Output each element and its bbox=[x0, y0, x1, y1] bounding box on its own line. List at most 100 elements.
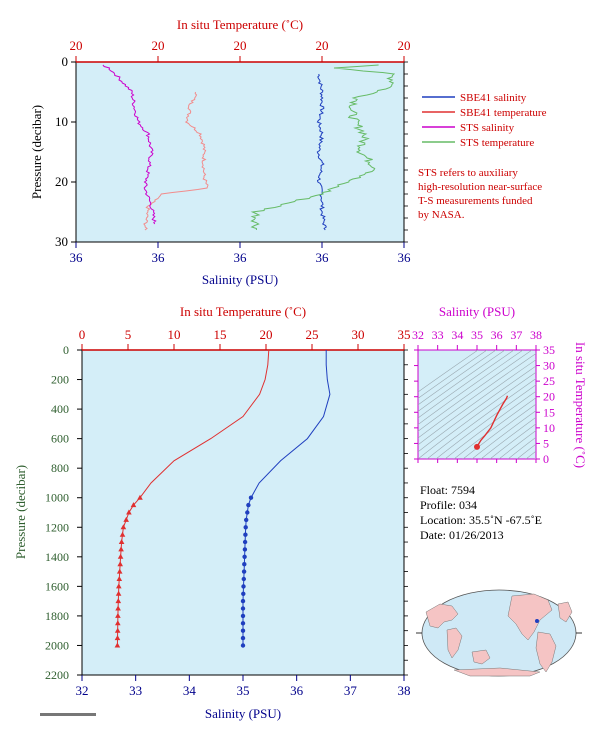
legend-label-sbe41-salinity: SBE41 salinity bbox=[460, 92, 527, 104]
ts-density-contour bbox=[418, 350, 524, 425]
salinity-marker bbox=[246, 502, 251, 508]
full-depth-top-tick-label: 5 bbox=[125, 327, 132, 342]
temperature-marker bbox=[114, 642, 121, 648]
near-surface-bottom-tick-label: 36 bbox=[398, 250, 412, 265]
ts-density-contour bbox=[516, 443, 536, 459]
salinity-marker bbox=[240, 635, 246, 641]
salinity-marker bbox=[243, 525, 248, 530]
salinity-marker bbox=[243, 532, 248, 537]
full-depth-bottom-tick-label: 37 bbox=[344, 683, 358, 698]
temperature-marker bbox=[115, 605, 121, 611]
sts-note: STS refers to auxiliary high-resolution … bbox=[418, 167, 542, 221]
salinity-marker bbox=[242, 554, 247, 559]
full-depth-y-tick-label: 1400 bbox=[45, 550, 69, 564]
full-depth-series bbox=[114, 349, 331, 648]
full-depth-y-tick-label: 1800 bbox=[45, 609, 69, 623]
full-depth-y-tick-label: 1600 bbox=[45, 579, 69, 593]
ts-right-axis-label: In situ Temperature (˚C) bbox=[573, 342, 588, 468]
full-depth-y-axis-label: Pressure (decibar) bbox=[13, 465, 28, 559]
world-map-ocean bbox=[421, 589, 577, 677]
ts-top-tick-label: 33 bbox=[432, 328, 444, 342]
sts-note-line: by NASA. bbox=[418, 209, 465, 221]
salinity-marker bbox=[242, 547, 248, 552]
near-surface-y-tick-label: 10 bbox=[55, 114, 68, 129]
salinity-marker bbox=[240, 598, 246, 604]
salinity-marker bbox=[240, 606, 246, 611]
salinity-marker bbox=[241, 584, 246, 589]
world-map-land bbox=[446, 627, 463, 659]
ts-plot-area bbox=[417, 349, 537, 460]
temperature-marker bbox=[115, 598, 122, 604]
salinity-marker bbox=[240, 628, 246, 633]
salinity-marker bbox=[244, 517, 249, 523]
full-depth-y-ticks: 0 200 400 600 800 1000 1200 1400 1600 1800 2000 220… bbox=[45, 343, 408, 682]
ts-top-tick-label: 32 bbox=[412, 328, 424, 342]
full-depth-y-tick-label: 2000 bbox=[45, 638, 69, 652]
ts-density-contour bbox=[418, 365, 536, 453]
ts-density-contour bbox=[418, 359, 536, 446]
legend-label-sts-temperature: STS temperature bbox=[460, 137, 534, 149]
full-depth-top-tick-label: 20 bbox=[260, 327, 273, 342]
salinity-marker bbox=[240, 613, 246, 619]
full-depth-bottom-tick-label: 32 bbox=[76, 683, 89, 698]
legend-label-sbe41-temperature: SBE41 temperature bbox=[460, 107, 547, 119]
legend-item-sbe41-salinity: SBE41 salinity bbox=[422, 92, 527, 104]
profile-number: Profile: 034 bbox=[420, 498, 477, 512]
near-surface-bottom-tick-label: 36 bbox=[316, 250, 330, 265]
ts-right-tick-label: 25 bbox=[543, 374, 555, 388]
full-depth-top-tick-label: 25 bbox=[306, 327, 319, 342]
profile-date: Date: 01/26/2013 bbox=[420, 528, 504, 542]
salinity-marker bbox=[240, 621, 246, 626]
temperature-marker bbox=[123, 516, 129, 522]
full-depth-bottom-axis-label: Salinity (PSU) bbox=[205, 706, 281, 721]
near-surface-bottom-tick-label: 36 bbox=[152, 250, 166, 265]
ts-density-contour bbox=[453, 397, 536, 459]
temperature-marker bbox=[117, 553, 124, 559]
salinity-marker bbox=[245, 510, 250, 515]
temperature-marker bbox=[118, 539, 125, 544]
legend-item-sbe41-temperature: SBE41 temperature bbox=[422, 107, 547, 119]
ts-density-contour bbox=[418, 350, 533, 432]
world-map bbox=[416, 589, 582, 677]
full-depth-y-tick-label: 2200 bbox=[45, 668, 69, 682]
full-depth-y-tick-label: 0 bbox=[63, 343, 69, 357]
near-surface-top-tick-label: 20 bbox=[70, 38, 83, 53]
near-surface-y-tick-label: 30 bbox=[55, 234, 68, 249]
ts-density-contour bbox=[471, 410, 536, 459]
full-depth-top-tick-label: 0 bbox=[79, 327, 86, 342]
near-surface-sts-salinity-line bbox=[102, 64, 157, 225]
legend: SBE41 salinity SBE41 temperature STS sal… bbox=[422, 92, 547, 149]
temperature-marker bbox=[130, 502, 137, 508]
world-map-land bbox=[557, 601, 573, 623]
ts-density-contour bbox=[507, 436, 536, 459]
temperature-marker bbox=[116, 576, 123, 581]
near-surface-top-tick-label: 20 bbox=[398, 38, 411, 53]
legend-item-sts-salinity: STS salinity bbox=[422, 122, 515, 134]
world-map-land bbox=[471, 649, 491, 665]
ts-top-tick-label: 37 bbox=[510, 328, 522, 342]
ts-top-tick-label: 35 bbox=[471, 328, 483, 342]
temperature-marker bbox=[119, 531, 126, 537]
near-surface-top-ticks: 20 20 20 20 20 bbox=[70, 38, 411, 63]
temperature-marker bbox=[126, 509, 132, 515]
salinity-marker bbox=[241, 569, 247, 574]
near-surface-sts-temperature-line bbox=[250, 64, 396, 230]
full-depth-bottom-tick-label: 38 bbox=[398, 683, 411, 698]
float-id: Float: 7594 bbox=[420, 483, 475, 497]
full-depth-bottom-ticks: 32 33 34 35 36 37 38 bbox=[76, 675, 411, 698]
near-surface-panel: In situ Temperature (˚C) 20 20 20 20 20 36 36… bbox=[29, 17, 411, 287]
ts-density-contour bbox=[418, 350, 515, 419]
ts-right-tick-label: 15 bbox=[543, 405, 555, 419]
ts-right-tick-label: 0 bbox=[543, 452, 549, 466]
near-surface-top-tick-label: 20 bbox=[152, 38, 165, 53]
full-depth-top-tick-label: 30 bbox=[352, 327, 365, 342]
full-depth-y-tick-label: 400 bbox=[51, 402, 69, 416]
near-surface-y-ticks: 0 10 20 30 bbox=[55, 54, 408, 249]
world-map-land bbox=[535, 631, 557, 673]
full-depth-top-tick-label: 35 bbox=[398, 327, 411, 342]
ts-density-contour bbox=[418, 350, 497, 406]
full-depth-y-tick-label: 1200 bbox=[45, 520, 69, 534]
credit-text bbox=[40, 713, 96, 716]
